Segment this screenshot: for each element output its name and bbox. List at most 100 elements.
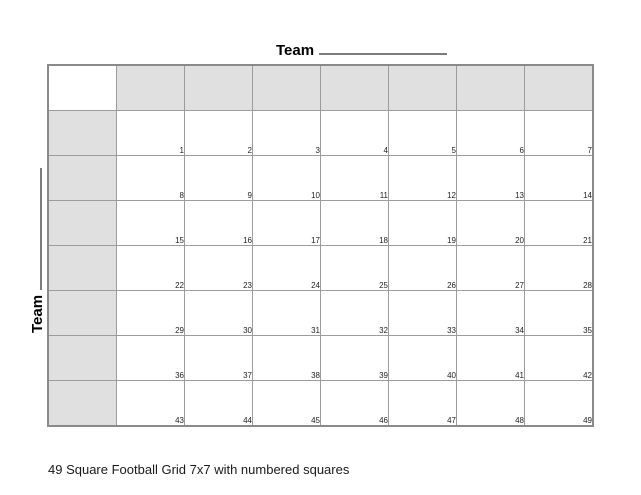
square-cell[interactable]: 48 [456,380,525,427]
square-cell[interactable]: 37 [184,335,253,381]
left-team-blank-line[interactable] [27,167,42,290]
square-cell[interactable]: 35 [524,290,594,336]
square-cell[interactable]: 14 [524,155,594,201]
square-number: 10 [311,191,320,200]
square-number: 23 [243,281,252,290]
square-number: 42 [583,371,592,380]
square-cell[interactable]: 3 [252,110,321,156]
grid-row: 29 30 31 32 33 34 35 [47,290,594,336]
square-cell[interactable]: 7 [524,110,594,156]
grid-row: 1 2 3 4 5 6 7 [47,110,594,156]
square-cell[interactable]: 13 [456,155,525,201]
square-number: 46 [379,416,388,425]
square-cell[interactable]: 5 [388,110,457,156]
row-header-cell[interactable] [47,245,117,291]
square-cell[interactable]: 41 [456,335,525,381]
row-header-cell[interactable] [47,335,117,381]
square-number: 21 [583,236,592,245]
square-number: 16 [243,236,252,245]
square-cell[interactable]: 22 [116,245,185,291]
square-cell[interactable]: 10 [252,155,321,201]
square-cell[interactable]: 38 [252,335,321,381]
column-header-cell[interactable] [388,64,457,111]
square-cell[interactable]: 16 [184,200,253,246]
grid-row: 43 44 45 46 47 48 49 [47,380,594,427]
square-cell[interactable]: 19 [388,200,457,246]
column-header-cell[interactable] [252,64,321,111]
row-header-cell[interactable] [47,110,117,156]
row-header-cell[interactable] [47,200,117,246]
top-team-label: Team [276,40,448,59]
square-cell[interactable]: 46 [320,380,389,427]
squares-grid: 1 2 3 4 5 6 7 8 9 10 11 12 13 14 15 16 17 18 19 20 21 22 23 24 2… [47,64,594,427]
left-team-label: Team [27,163,47,333]
square-cell[interactable]: 21 [524,200,594,246]
square-number: 44 [243,416,252,425]
row-header-cell[interactable] [47,290,117,336]
square-cell[interactable]: 20 [456,200,525,246]
square-cell[interactable]: 47 [388,380,457,427]
square-cell[interactable]: 45 [252,380,321,427]
square-number: 4 [383,146,388,155]
row-header-cell[interactable] [47,155,117,201]
square-cell[interactable]: 12 [388,155,457,201]
grid-row: 22 23 24 25 26 27 28 [47,245,594,291]
square-cell[interactable]: 26 [388,245,457,291]
row-header-cell[interactable] [47,380,117,427]
square-cell[interactable]: 42 [524,335,594,381]
square-cell[interactable]: 29 [116,290,185,336]
column-header-cell[interactable] [184,64,253,111]
square-cell[interactable]: 27 [456,245,525,291]
square-number: 47 [447,416,456,425]
square-cell[interactable]: 40 [388,335,457,381]
grid-row: 15 16 17 18 19 20 21 [47,200,594,246]
square-cell[interactable]: 4 [320,110,389,156]
square-number: 37 [243,371,252,380]
column-header-cell[interactable] [320,64,389,111]
square-cell[interactable]: 24 [252,245,321,291]
column-header-cell[interactable] [116,64,185,111]
square-number: 15 [175,236,184,245]
square-cell[interactable]: 28 [524,245,594,291]
square-cell[interactable]: 30 [184,290,253,336]
column-header-cell[interactable] [524,64,594,111]
square-cell[interactable]: 23 [184,245,253,291]
square-cell[interactable]: 6 [456,110,525,156]
square-number: 22 [175,281,184,290]
square-cell[interactable]: 43 [116,380,185,427]
square-cell[interactable]: 9 [184,155,253,201]
square-cell[interactable]: 32 [320,290,389,336]
square-cell[interactable]: 1 [116,110,185,156]
square-cell[interactable]: 11 [320,155,389,201]
square-cell[interactable]: 8 [116,155,185,201]
square-number: 6 [519,146,524,155]
square-number: 26 [447,281,456,290]
square-number: 30 [243,326,252,335]
square-number: 17 [311,236,320,245]
square-number: 33 [447,326,456,335]
square-cell[interactable]: 2 [184,110,253,156]
square-cell[interactable]: 44 [184,380,253,427]
square-cell[interactable]: 49 [524,380,594,427]
square-cell[interactable]: 15 [116,200,185,246]
square-cell[interactable]: 25 [320,245,389,291]
square-number: 48 [515,416,524,425]
square-cell[interactable]: 33 [388,290,457,336]
square-number: 45 [311,416,320,425]
square-cell[interactable]: 31 [252,290,321,336]
top-team-blank-line[interactable] [319,40,448,55]
square-number: 24 [311,281,320,290]
top-team-text: Team [276,42,315,59]
square-cell[interactable]: 34 [456,290,525,336]
square-number: 3 [315,146,320,155]
square-cell[interactable]: 18 [320,200,389,246]
square-number: 25 [379,281,388,290]
square-number: 12 [447,191,456,200]
column-header-cell[interactable] [456,64,525,111]
square-number: 36 [175,371,184,380]
square-cell[interactable]: 36 [116,335,185,381]
grid-row: 36 37 38 39 40 41 42 [47,335,594,381]
square-cell[interactable]: 17 [252,200,321,246]
square-number: 1 [179,146,184,155]
square-cell[interactable]: 39 [320,335,389,381]
